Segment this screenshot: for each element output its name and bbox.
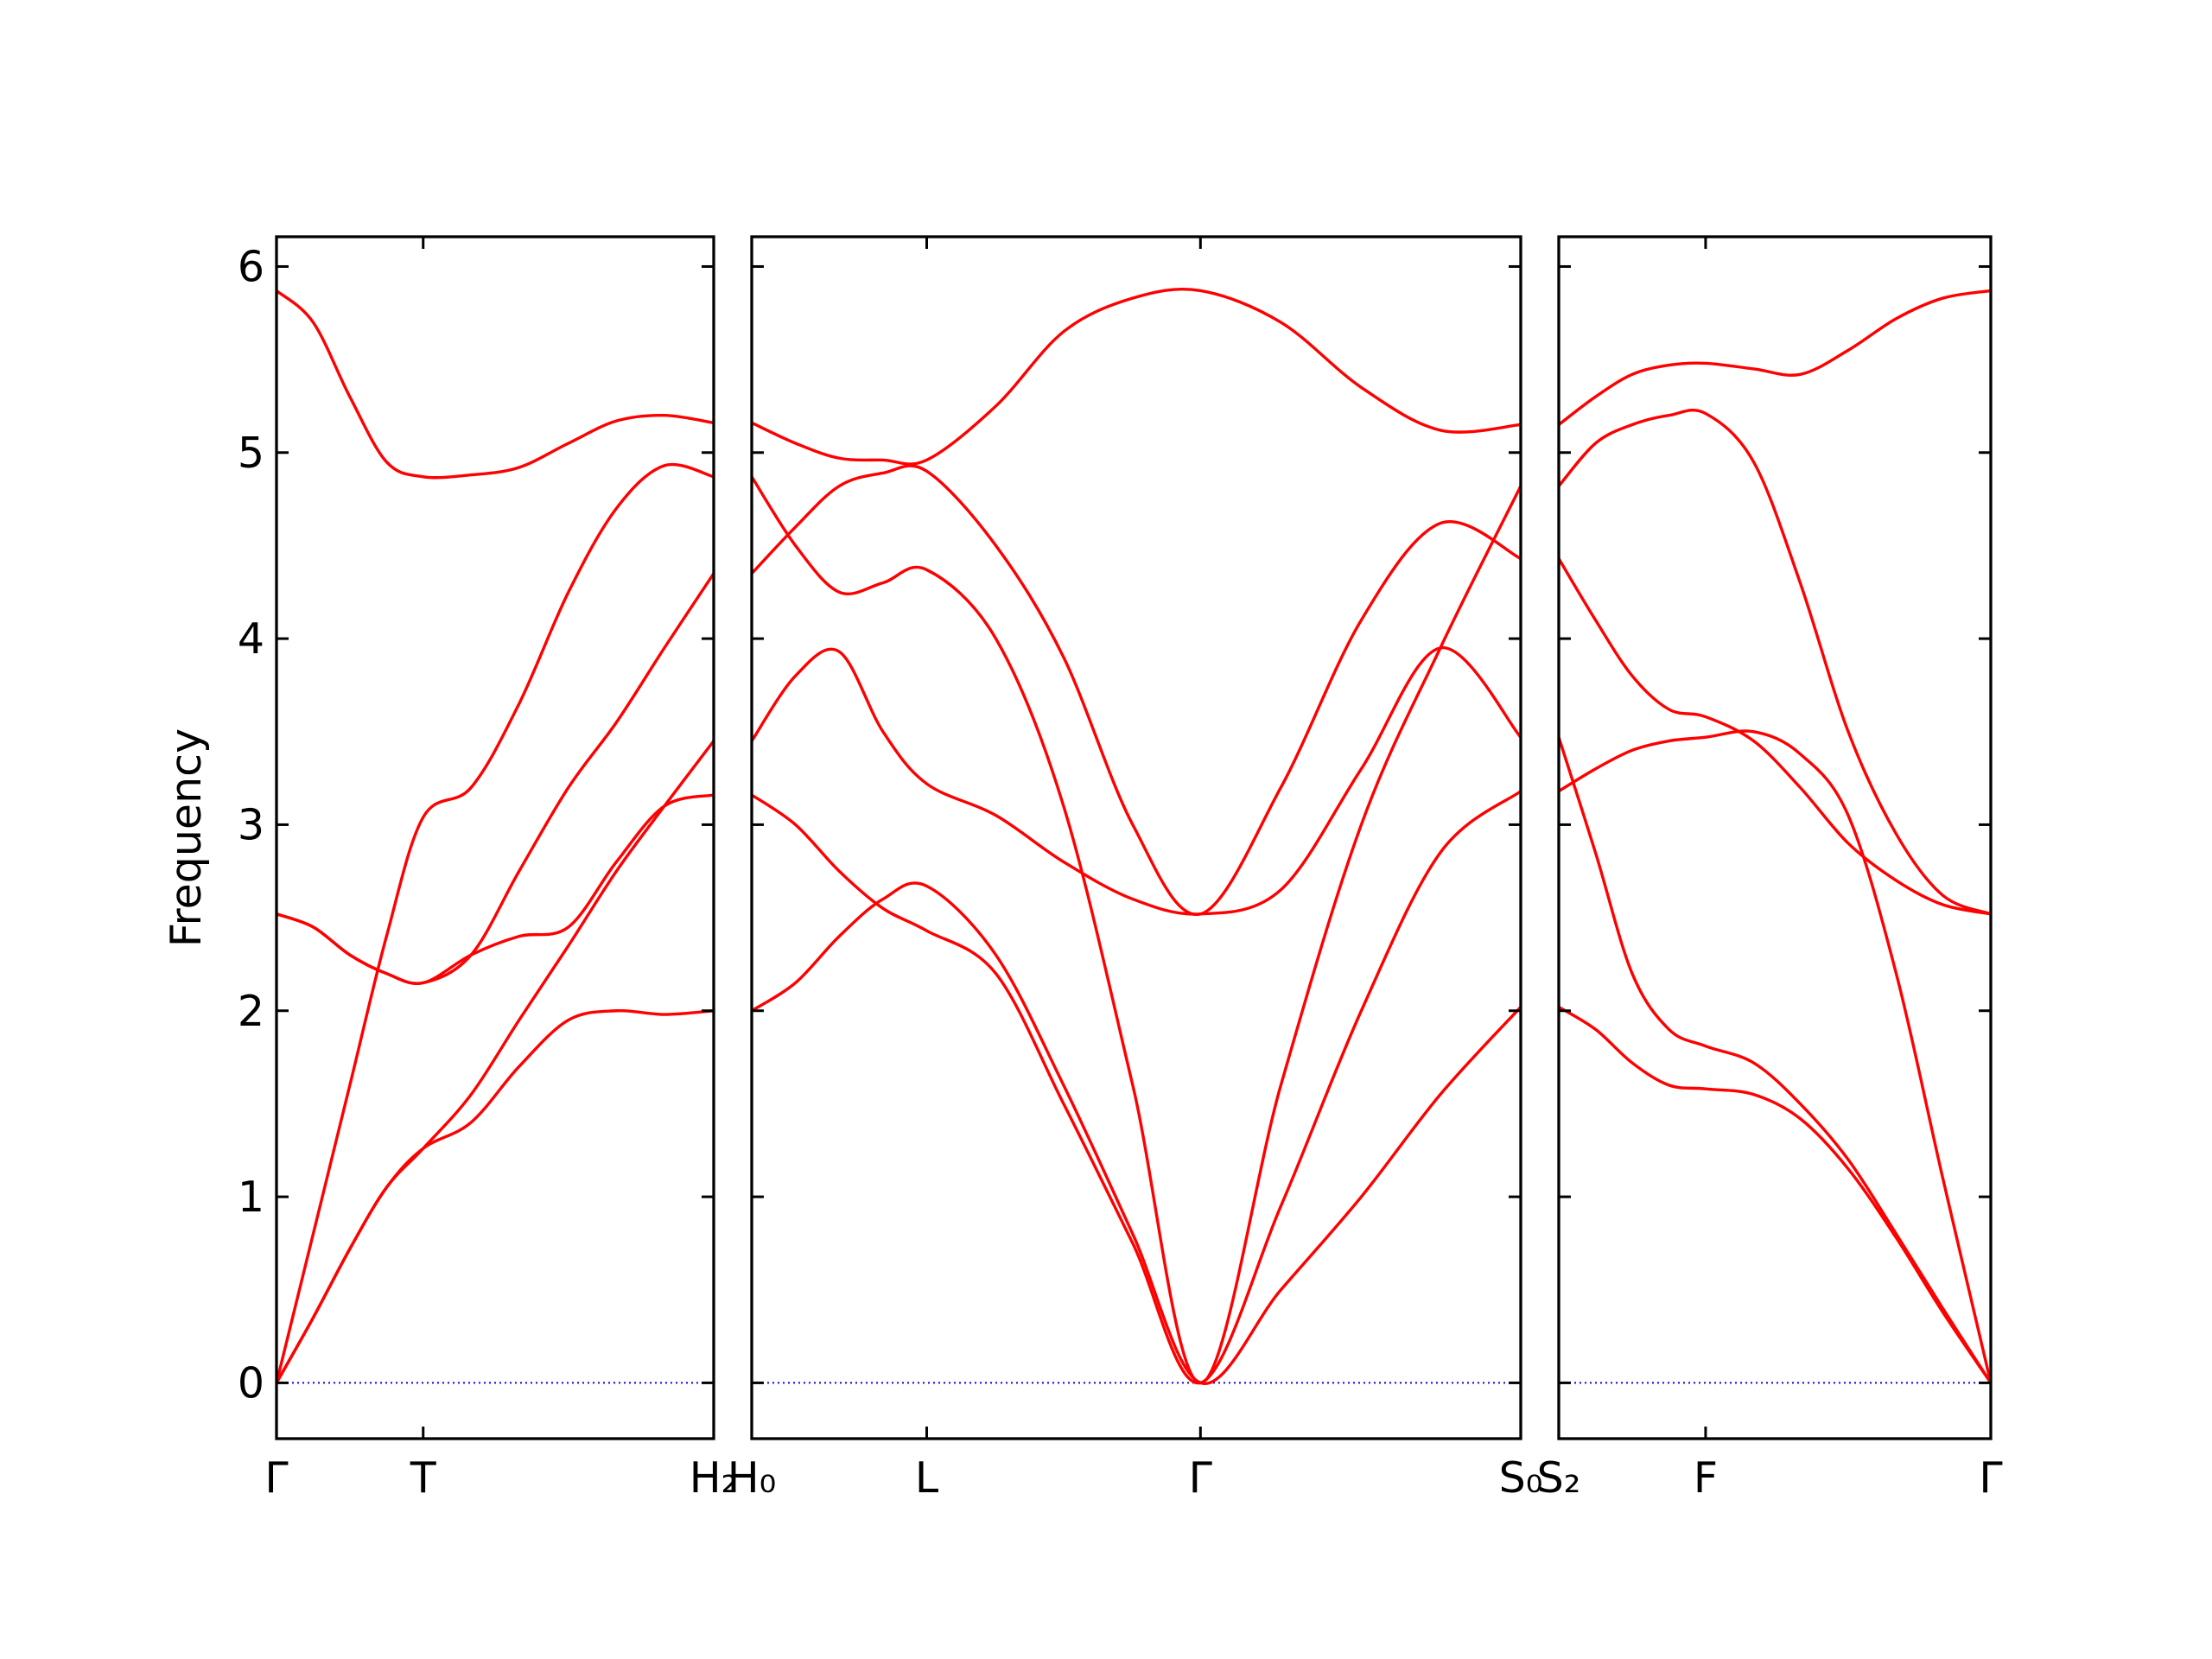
band-line	[275, 289, 715, 480]
band-line	[750, 464, 1522, 916]
x-tick-label: Γ	[264, 1453, 289, 1503]
band-line	[1557, 736, 1993, 1384]
y-axis-label: Frequency	[162, 728, 211, 947]
axes-frame	[1557, 235, 1993, 1440]
band-line	[1558, 729, 1993, 1383]
y-tick-label: 6	[238, 242, 264, 291]
x-tick-label: Γ	[1979, 1453, 2003, 1503]
x-tick-label: T	[410, 1453, 437, 1503]
band-line	[1557, 289, 1992, 426]
x-tick-label: L	[915, 1453, 939, 1503]
band-line	[276, 572, 715, 985]
band-line	[1557, 557, 1992, 916]
y-tick-label: 2	[238, 987, 264, 1036]
band-line	[275, 1008, 715, 1384]
band-line	[275, 462, 715, 1383]
band-line	[276, 793, 715, 985]
x-tick-label: Γ	[1189, 1453, 1213, 1503]
band-line	[750, 475, 1522, 1385]
x-tick-label: F	[1694, 1453, 1718, 1503]
axes-frame	[750, 235, 1522, 1440]
y-tick-label: 4	[238, 614, 264, 664]
y-tick-label: 0	[238, 1358, 264, 1408]
x-tick-label: S₀	[1499, 1453, 1543, 1503]
x-tick-label: S₂	[1537, 1453, 1581, 1503]
band-line	[750, 646, 1522, 916]
band-line	[751, 790, 1522, 1385]
axes-frame	[275, 235, 715, 1440]
band-line	[751, 288, 1522, 466]
y-tick-label: 3	[238, 800, 264, 849]
band-line	[275, 740, 715, 1384]
band-line	[1558, 1005, 1993, 1384]
band-line	[1557, 409, 1992, 916]
x-tick-label: H₀	[728, 1453, 777, 1503]
x-tick-label: H₂	[690, 1453, 739, 1503]
y-tick-label: 5	[238, 429, 264, 478]
band-line	[751, 881, 1522, 1385]
y-tick-label: 1	[238, 1173, 264, 1222]
